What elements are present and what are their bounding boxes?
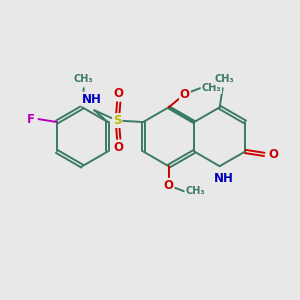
Text: O: O bbox=[268, 148, 278, 161]
Text: O: O bbox=[114, 87, 124, 100]
Text: O: O bbox=[164, 179, 174, 192]
Text: CH₃: CH₃ bbox=[214, 74, 234, 84]
Text: S: S bbox=[113, 114, 122, 127]
Text: NH: NH bbox=[81, 93, 101, 106]
Text: F: F bbox=[27, 112, 34, 126]
Text: CH₃: CH₃ bbox=[202, 83, 221, 93]
Text: CH₃: CH₃ bbox=[74, 74, 94, 84]
Text: O: O bbox=[180, 88, 190, 100]
Text: O: O bbox=[114, 141, 124, 154]
Text: CH₃: CH₃ bbox=[185, 186, 205, 196]
Text: NH: NH bbox=[214, 172, 234, 185]
